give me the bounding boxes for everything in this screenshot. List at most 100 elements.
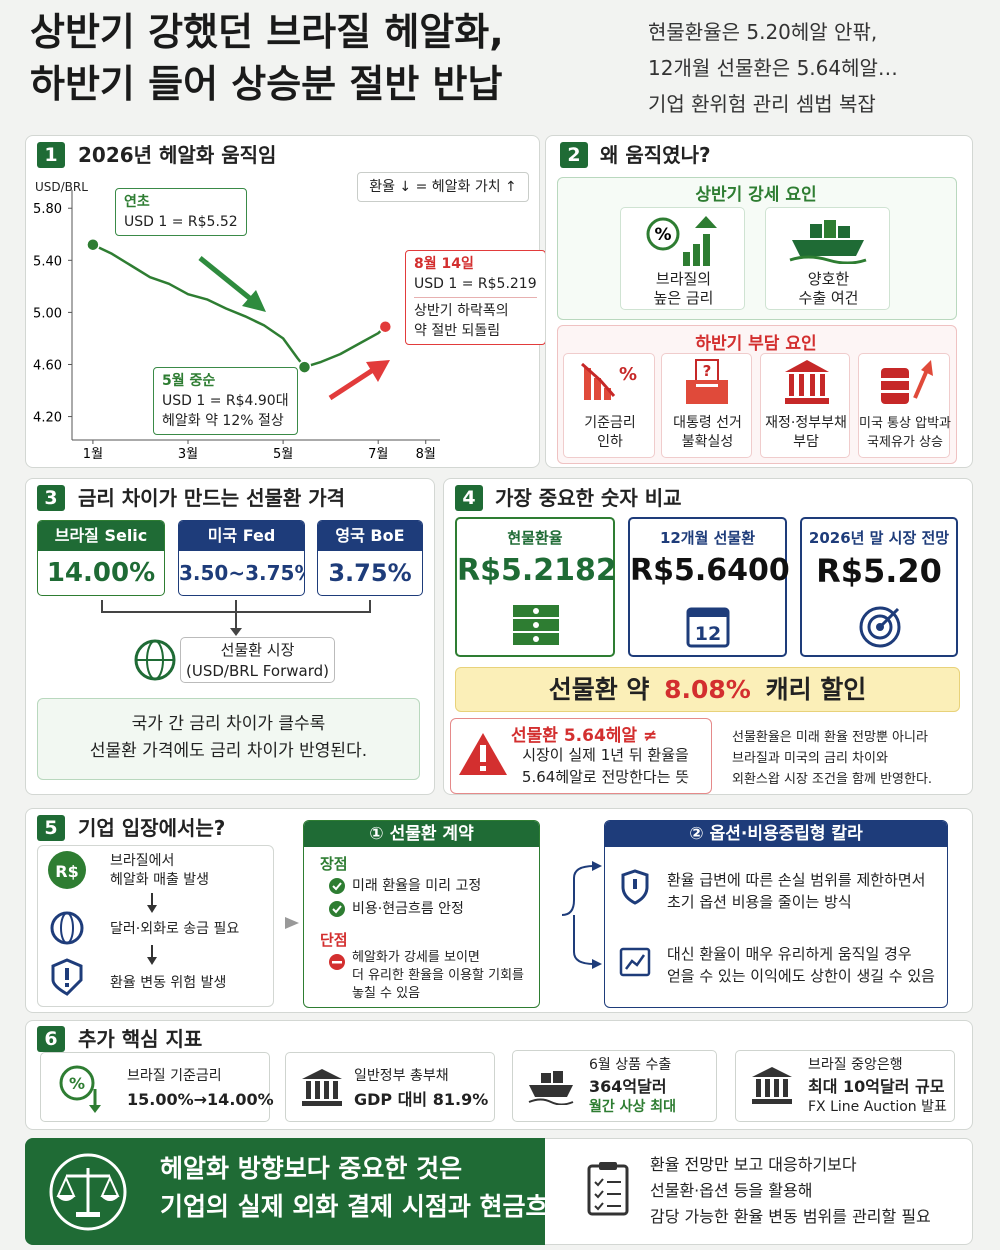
- text-line: 시장이 실제 1년 뒤 환율을: [522, 746, 689, 764]
- rate-value: 3.50~3.75%: [179, 561, 305, 585]
- number-value: R$5.20: [816, 552, 942, 590]
- text-line: 달러·외화로 송금 필요: [110, 921, 240, 937]
- connector: [101, 600, 371, 636]
- callout: 5월 중순 USD 1 = R$4.90대 헤알화 약 12% 절상: [153, 367, 298, 435]
- option-title: ② 옵션·비용중립형 칼라: [605, 821, 947, 847]
- rate-card: 미국 Fed 3.50~3.75%: [178, 520, 305, 596]
- point: [86, 237, 100, 252]
- text-line: 대통령 선거: [673, 415, 742, 431]
- text-line: 월간 사상 최대: [589, 1099, 677, 1115]
- text-line: 비용·현금흐름 안정: [352, 901, 464, 917]
- text-line: 미국 통상 압박과: [859, 416, 951, 431]
- text-line: 대신 환율이 매우 유리하게 움직일 경우: [667, 945, 912, 963]
- text-line: FX Line Auction 발표: [808, 1099, 947, 1115]
- factor-text: 미국 통상 압박과 국제유가 상승: [859, 414, 951, 452]
- point: [297, 360, 312, 374]
- text-line: 15.00%→14.00%: [127, 1090, 274, 1109]
- market-box: 선물환 시장 (USD/BRL Forward): [180, 637, 335, 683]
- rate-value: 3.75%: [328, 559, 412, 587]
- text-line: 헤알화 방향보다 중요한 것은: [160, 1154, 463, 1183]
- x-tick-label: 8월: [416, 447, 436, 462]
- warning-text: 시장이 실제 1년 뒤 환율을 5.64헤알로 전망한다는 뜻: [503, 744, 708, 788]
- text-line: 감당 가능한 환율 변동 범위를 관리할 필요: [650, 1207, 931, 1226]
- factor-text: 기준금리 인하: [564, 414, 656, 452]
- footer-headline: 헤알화 방향보다 중요한 것은 기업의 실제 외화 결제 시점과 현금흐름: [160, 1150, 572, 1226]
- icon: [513, 605, 559, 645]
- rate-label: 브라질 Selic: [38, 521, 164, 551]
- callout-text: USD 1 = R$5.219: [414, 274, 537, 294]
- icon: [587, 1162, 629, 1216]
- brace: [561, 861, 602, 969]
- text-line: 선물환율은 미래 환율 전망뿐 아니라: [732, 730, 928, 745]
- callout-text: USD 1 = R$5.52: [124, 212, 238, 232]
- icon: %: [59, 1065, 101, 1113]
- section-title: 왜 움직였나?: [600, 143, 711, 167]
- text-line: USD 1 = R$5.52: [124, 214, 238, 230]
- text-line: 불확실성: [681, 434, 734, 450]
- section-number: 4: [455, 485, 483, 511]
- factor-card: % 브라질의 높은 금리: [620, 207, 745, 310]
- y-tick-label: 5.00: [33, 306, 62, 321]
- text-line: 기준금리: [584, 415, 636, 431]
- line-chart: 4.20 4.60 5.00 5.40 5.80 1월 3월 5월 7월 8월: [33, 190, 440, 462]
- text-line: 환율 전망만 보고 대응하기보다: [650, 1155, 857, 1174]
- banner-text: 캐리 할인: [765, 675, 867, 704]
- indicator-text: 브라질 중앙은행 최대 10억달러 규모 FX Line Auction 발표: [808, 1055, 947, 1118]
- icon: R$: [48, 851, 86, 996]
- factor-card: 미국 통상 압박과 국제유가 상승: [858, 353, 951, 458]
- rate-label: 영국 BoE: [318, 521, 422, 551]
- text-line: 상반기 하락폭의: [414, 303, 509, 319]
- callout-title: 5월 중순: [162, 373, 216, 389]
- text-line: 상반기 강했던 브라질 헤알화,: [30, 10, 504, 54]
- text-line: 놓칠 수 있음: [352, 986, 421, 1001]
- number-card: 12개월 선물환 R$5.6400 12: [628, 517, 790, 657]
- icon: [619, 869, 651, 977]
- factor-card: 재정·정부부채 부담: [760, 353, 850, 458]
- text-line: 6월 상품 수출: [589, 1057, 672, 1073]
- icon: %: [581, 362, 637, 400]
- flow-box: [37, 845, 274, 1007]
- text-line: 브라질 기준금리: [127, 1068, 222, 1084]
- text-line: GDP 대비 81.9%: [354, 1090, 489, 1109]
- option-box: ① 선물환 계약 장점 미래 환율을 미리 고정 비용·현금흐름 안정 단점 헤알…: [303, 820, 540, 1008]
- icon-label: R$: [55, 862, 78, 881]
- icon-label: %: [619, 364, 637, 385]
- banner-highlight: 8.08%: [664, 675, 751, 704]
- section-number: 2: [560, 142, 588, 168]
- banner-text: 선물환 약: [548, 675, 650, 704]
- option-title: ① 선물환 계약: [304, 821, 539, 847]
- section-number: 5: [37, 815, 65, 841]
- number-label: 2026년 말 시장 전망: [808, 529, 950, 547]
- rate-label: 미국 Fed: [179, 521, 304, 551]
- callout-title: 연초: [124, 194, 150, 210]
- text-line: USD 1 = R$5.219: [414, 276, 537, 292]
- text-line: 환율 변동 위험 발생: [110, 975, 227, 991]
- text-line: 364억달러: [589, 1077, 667, 1096]
- text-line: 헤알화 약 12% 절상: [162, 413, 284, 429]
- callout-text: USD 1 = R$4.90대 헤알화 약 12% 절상: [162, 391, 289, 431]
- callout: 8월 14일 USD 1 = R$5.219 상반기 하락폭의 약 절반 되돌림: [405, 250, 546, 345]
- y-tick-label: 4.60: [33, 358, 62, 373]
- factor-card: % 기준금리 인하: [563, 353, 655, 458]
- line: [92, 243, 387, 369]
- collar-text: 대신 환율이 매우 유리하게 움직일 경우 얻을 수 있는 이익에도 상한이 생길…: [667, 943, 935, 987]
- warning-title: 선물환 5.64헤알 ≠: [511, 726, 658, 746]
- text-line: 미래 환율을 미리 고정: [352, 878, 482, 894]
- number-card: 2026년 말 시장 전망 R$5.20: [800, 517, 958, 657]
- y-axis-label: USD/BRL: [35, 180, 88, 194]
- indicator-text: 일반정부 총부채 GDP 대비 81.9%: [354, 1065, 488, 1111]
- text-line: 헤알화 매출 발생: [110, 872, 210, 888]
- text-line: 5.64헤알로 전망한다는 뜻: [521, 768, 690, 786]
- number-card: 현물환율 R$5.2182: [455, 517, 617, 657]
- callout-title: 8월 14일: [414, 256, 474, 272]
- x-tick-label: 1월: [83, 447, 103, 462]
- section-number: 1: [37, 142, 65, 168]
- text-line: 더 유리한 환율을 이용할 기회를: [352, 968, 525, 983]
- text-line: 현물환율은 5.20헤알 안팎,: [648, 20, 878, 44]
- text-line: 부담: [793, 434, 819, 450]
- pros-title: 장점: [320, 855, 348, 873]
- callout: 연초 USD 1 = R$5.52: [115, 188, 247, 236]
